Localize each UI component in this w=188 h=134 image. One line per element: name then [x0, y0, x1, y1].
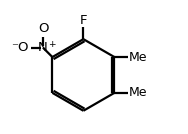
Text: F: F: [80, 14, 87, 27]
Text: ⁻O: ⁻O: [12, 41, 29, 54]
Text: +: +: [48, 40, 55, 49]
Text: O: O: [38, 22, 48, 35]
Text: N: N: [38, 41, 48, 54]
Text: Me: Me: [128, 51, 147, 64]
Text: Me: Me: [128, 86, 147, 99]
